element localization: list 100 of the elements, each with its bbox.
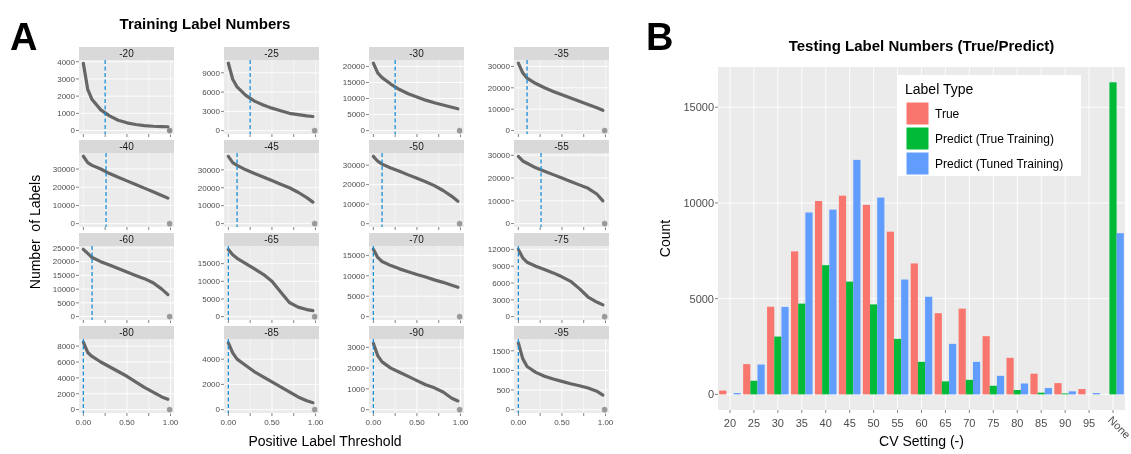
x-tick-label: 20 (723, 417, 737, 429)
y-tick-label: 1000 (492, 366, 511, 376)
chart-title: -55 (554, 141, 570, 152)
legend-label: Predict (Tuned Training) (935, 157, 1064, 172)
y-tick-label: 10000 (487, 104, 511, 114)
y-tick-label: 5000 (202, 294, 221, 304)
y-tick-label: 30000 (52, 164, 76, 174)
y-tick-label: 25000 (52, 243, 76, 253)
y-tick-label: 10000 (683, 196, 714, 209)
y-tick-label: 15000 (342, 251, 366, 261)
y-tick-label: 2000 (57, 91, 76, 101)
x-axis-title: CV Setting (-) (879, 433, 964, 449)
x-tick-label: 85 (1035, 417, 1048, 429)
y-tick-label: 10000 (197, 201, 221, 211)
y-tick-label: 0 (70, 405, 76, 415)
x-tick-label: 65 (939, 417, 952, 429)
chart-title: -60 (119, 234, 135, 245)
x-tick-label: 95 (1082, 417, 1096, 429)
y-tick-label: 1500 (492, 346, 511, 356)
x-tick-label: 60 (915, 417, 928, 429)
y-tick-label: 0 (215, 405, 221, 415)
y-tick-label: 20000 (487, 83, 511, 93)
y-tick-label: 0 (70, 312, 76, 322)
y-tick-label: 20000 (52, 183, 76, 193)
x-tick-label: 0.50 (409, 418, 426, 427)
x-tick-label: 90 (1059, 417, 1072, 429)
y-tick-label: 6000 (57, 357, 76, 367)
chart-title: -80 (119, 327, 135, 338)
y-tick-label: 3000 (347, 343, 366, 353)
y-tick-label: 0 (215, 312, 221, 322)
x-tick-label: 55 (891, 417, 904, 429)
chart-title: -90 (409, 327, 425, 338)
chart-title: -50 (409, 141, 425, 152)
y-axis-title: Count (657, 219, 673, 258)
y-tick-label: 0 (360, 405, 366, 415)
y-tick-label: 15000 (52, 271, 76, 281)
x-tick-label: 1.00 (597, 418, 614, 427)
y-tick-label: 20000 (197, 183, 221, 193)
chart-title: -45 (264, 141, 280, 152)
legend-label: Predict (True Training) (935, 132, 1054, 147)
x-tick-label: 1.00 (162, 418, 179, 427)
y-tick-label: 0 (360, 219, 366, 229)
y-tick-label: 5000 (347, 292, 366, 302)
y-tick-label: 2000 (57, 389, 76, 399)
x-tick-label: 45 (843, 417, 856, 429)
y-tick-label: 10000 (342, 94, 366, 104)
y-tick-label: 15000 (197, 259, 221, 269)
y-tick-label: 5000 (347, 110, 366, 120)
text: B (646, 16, 674, 58)
x-tick-label: 0.50 (264, 418, 281, 427)
y-tick-label: 0 (707, 388, 714, 401)
chart-title: -30 (409, 48, 425, 59)
y-tick-label: 10000 (487, 196, 511, 206)
x-tick-label: 30 (771, 417, 784, 429)
chart-title: -25 (264, 48, 280, 59)
y-tick-label: 10000 (197, 277, 221, 287)
chart-title: -70 (409, 234, 425, 245)
y-tick-label: 15000 (342, 78, 366, 88)
y-tick-label: 30000 (197, 165, 221, 175)
y-tick-label: 20000 (342, 62, 366, 72)
x-tick-label: 0.00 (220, 418, 237, 427)
y-tick-label: 0 (505, 312, 511, 322)
y-tick-label: 3000 (57, 74, 76, 84)
y-tick-label: 3000 (202, 107, 221, 117)
y-tick-label: 30000 (487, 62, 511, 72)
y-tick-label: 0 (505, 126, 511, 136)
y-tick-label: 0 (505, 405, 511, 415)
y-tick-label: 20000 (52, 257, 76, 267)
y-tick-label: 2000 (202, 380, 221, 390)
legend-title: Label Type (905, 81, 974, 97)
x-tick-label: 40 (819, 417, 832, 429)
y-tick-label: 10000 (342, 271, 366, 281)
y-tick-label: 0 (215, 219, 221, 229)
y-tick-label: 1000 (57, 109, 76, 119)
y-tick-label: 10000 (342, 199, 366, 209)
chart-title: -75 (554, 234, 570, 245)
y-tick-label: 6000 (202, 87, 221, 97)
x-tick-label: 75 (987, 417, 1000, 429)
chart-title: -40 (119, 141, 135, 152)
x-tick-label: 80 (1011, 417, 1024, 429)
y-tick-label: 6000 (492, 278, 511, 288)
y-tick-label: 0 (70, 219, 76, 229)
y-tick-label: 4000 (57, 57, 76, 67)
text: A (10, 16, 38, 58)
y-tick-label: 500 (496, 385, 511, 395)
y-tick-label: 4000 (57, 373, 76, 383)
x-tick-label: 1.00 (307, 418, 324, 427)
y-tick-label: 9000 (492, 261, 511, 271)
legend-label: True (935, 107, 960, 122)
x-tick-label: 25 (747, 417, 761, 429)
chart-title: -95 (554, 327, 570, 338)
x-tick-label: 35 (795, 417, 808, 429)
y-tick-label: 9000 (202, 68, 221, 78)
chart-title: -85 (264, 327, 280, 338)
x-tick-label: 0.50 (119, 418, 136, 427)
y-tick-label: 12000 (487, 245, 511, 255)
y-tick-label: 0 (70, 126, 76, 136)
y-tick-label: 20000 (342, 180, 366, 190)
y-tick-label: 4000 (202, 354, 221, 364)
y-tick-label: 10000 (52, 201, 76, 211)
